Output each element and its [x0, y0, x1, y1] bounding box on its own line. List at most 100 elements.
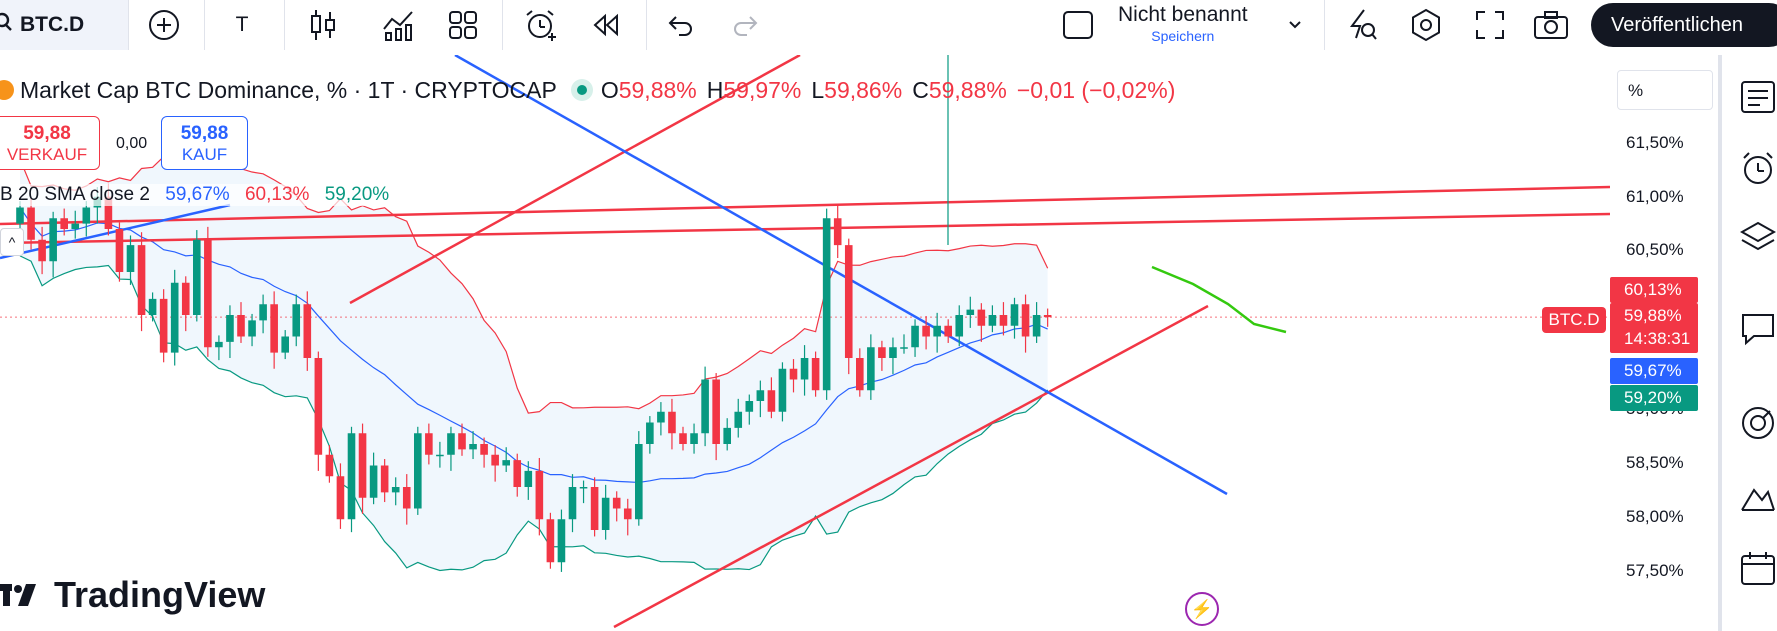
- search-icon: [0, 12, 14, 38]
- candle-body: [369, 465, 378, 498]
- symbol-search[interactable]: BTC.D: [0, 0, 128, 50]
- interval-button[interactable]: T: [235, 13, 249, 36]
- candle-body: [215, 341, 223, 348]
- indicator-legend[interactable]: B 20 SMA close 2 59,67% 60,13% 59,20%: [0, 184, 390, 206]
- spread-value: 0,00: [116, 135, 148, 152]
- candle-body: [193, 239, 201, 315]
- indicator-name: B 20 SMA close 2: [0, 184, 150, 205]
- candle-body: [82, 207, 91, 224]
- indicators-button[interactable]: [379, 5, 419, 45]
- price-tick: 61,00%: [1626, 187, 1684, 206]
- candle-body: [822, 218, 831, 391]
- candle-body: [546, 519, 555, 563]
- candle-body: [181, 282, 190, 315]
- candle-body: [767, 390, 776, 412]
- buy-label: KAUF: [181, 145, 228, 164]
- candle-body: [414, 433, 422, 509]
- settings-button[interactable]: [1406, 5, 1446, 45]
- candle-body: [469, 444, 477, 450]
- chart-legend[interactable]: Market Cap BTC Dominance, % · 1T · CRYPT…: [0, 73, 1175, 107]
- symbol-price-tag: BTC.D: [1542, 307, 1606, 333]
- candle-body: [601, 497, 610, 530]
- indicator-lower-value: 59,20%: [324, 184, 390, 205]
- candle-body: [723, 427, 731, 444]
- candle-body: [878, 347, 886, 358]
- candle-body: [16, 207, 24, 224]
- candle-body: [856, 358, 864, 391]
- candle-body: [988, 315, 997, 326]
- layout-name: Nicht benannt: [1118, 3, 1248, 26]
- plus-circle-icon: [149, 10, 179, 40]
- candle-body: [889, 347, 897, 358]
- alerts-clock-icon[interactable]: [1740, 150, 1776, 191]
- market-status-dot: [570, 79, 593, 101]
- save-link[interactable]: Speichern: [1151, 28, 1215, 44]
- chart-type-button[interactable]: [303, 5, 343, 45]
- green-trend-line: [1151, 265, 1287, 334]
- alert-button[interactable]: [522, 5, 562, 45]
- candle-body: [204, 239, 212, 348]
- percent-scale-button[interactable]: %: [1617, 70, 1713, 110]
- tradingview-watermark[interactable]: TradingView: [0, 574, 265, 616]
- high-value: 59,97%: [723, 76, 802, 103]
- candle-body: [955, 315, 964, 337]
- lightning-icon[interactable]: ⚡: [1185, 592, 1219, 626]
- candle-body: [71, 223, 80, 229]
- candle-body: [502, 460, 510, 466]
- upper-band-price-label: 60,13%: [1610, 277, 1698, 303]
- quick-search-button[interactable]: [1341, 5, 1381, 45]
- candle-body: [612, 497, 621, 509]
- candle-body: [712, 379, 720, 444]
- candle-body: [137, 245, 146, 315]
- watermark-label: TradingView: [54, 574, 266, 615]
- candle-body: [314, 358, 323, 455]
- layout-toggle-button[interactable]: [1058, 5, 1098, 45]
- legend-collapse-button[interactable]: ^: [0, 228, 24, 256]
- layout-dropdown[interactable]: [1284, 5, 1306, 45]
- chat-icon[interactable]: [1740, 312, 1776, 351]
- candle-body: [657, 411, 665, 423]
- candle-body: [159, 298, 168, 353]
- resistance-line-upper: [0, 185, 1610, 226]
- redo-icon: [734, 16, 758, 36]
- candle-body: [513, 460, 522, 487]
- open-value: 59,88%: [618, 76, 697, 103]
- candle-body: [900, 347, 908, 349]
- candle-body: [778, 368, 787, 412]
- price-chart[interactable]: [0, 55, 1610, 631]
- candle-body: [49, 218, 57, 262]
- layouts-button[interactable]: [443, 5, 483, 45]
- candle-body: [27, 207, 35, 240]
- candle-body: [259, 304, 267, 321]
- bollinger-basis-line: [19, 207, 1048, 484]
- replay-button[interactable]: [586, 5, 626, 45]
- publish-button[interactable]: Veröffentlichen: [1591, 3, 1777, 47]
- candle-body: [524, 470, 533, 487]
- candle-body: [325, 454, 334, 477]
- ideas-mountain-icon[interactable]: [1740, 480, 1776, 519]
- watchlist-icon[interactable]: [1740, 80, 1776, 119]
- rewind-icon: [593, 13, 618, 37]
- snapshot-button[interactable]: [1531, 5, 1571, 45]
- candle-body: [590, 487, 599, 530]
- undo-button[interactable]: [663, 5, 699, 45]
- candle-body: [1021, 304, 1030, 337]
- candle-body: [281, 336, 289, 353]
- candle-body: [292, 304, 301, 337]
- calendar-icon[interactable]: [1740, 550, 1776, 591]
- sell-button[interactable]: 59,88 VERKAUF: [0, 116, 100, 170]
- candle-body: [911, 325, 919, 348]
- candle-body: [966, 309, 975, 315]
- compare-symbol-button[interactable]: [146, 5, 182, 45]
- candle-body: [447, 433, 455, 455]
- layout-name-menu[interactable]: Nicht benannt Speichern: [1118, 3, 1248, 44]
- fullscreen-button[interactable]: [1470, 5, 1510, 45]
- candle-body: [944, 325, 952, 337]
- compass-icon[interactable]: [1740, 405, 1776, 446]
- indicator-basis-value: 59,67%: [165, 184, 230, 205]
- buy-button[interactable]: 59,88 KAUF: [161, 116, 248, 170]
- layers-icon[interactable]: [1739, 220, 1777, 259]
- redo-button[interactable]: [727, 5, 763, 45]
- chart-area[interactable]: [0, 55, 1718, 631]
- close-value: 59,88%: [928, 76, 1007, 103]
